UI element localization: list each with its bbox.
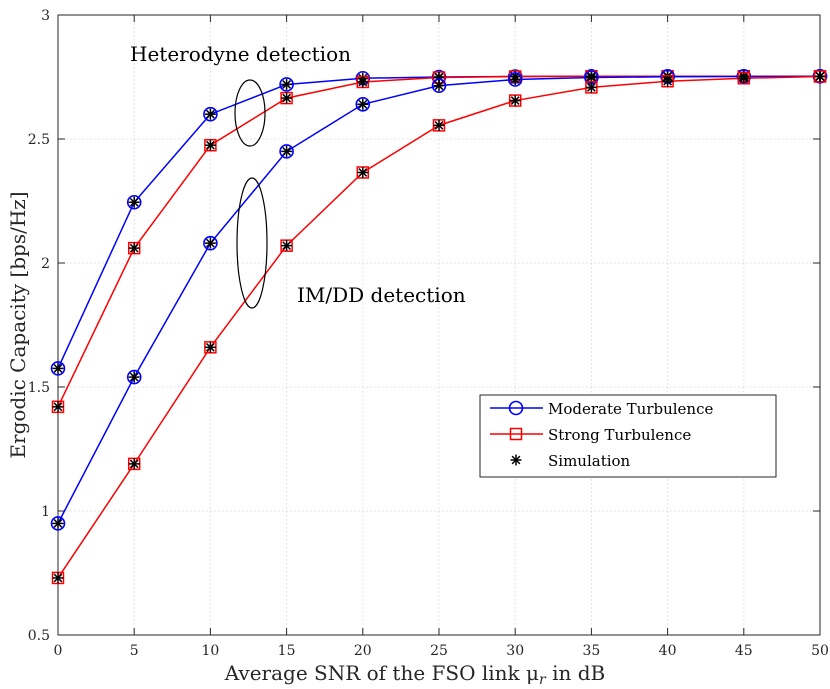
x-tick-label: 40 [659,643,677,659]
circle-marker [126,194,142,210]
asterisk-marker [585,81,597,93]
square-marker [509,427,523,441]
x-tick-label: 15 [278,643,296,659]
asterisk-marker [357,98,369,110]
asterisk-marker [509,73,521,85]
legend: Moderate Turbulence Strong Turbulence Si… [479,394,777,478]
asterisk-marker [585,71,597,83]
x-tick-label: 5 [130,643,139,659]
axes: 0 5 10 15 20 25 30 35 40 45 50 0.5 1 1.5 2 2.5 3 [28,8,829,659]
series-4 [51,70,827,585]
circle-marker [50,516,66,531]
y-tick-label: 1 [41,504,50,520]
circle-marker [279,144,294,159]
x-tick-label: 45 [735,643,753,659]
asterisk-marker [433,80,445,92]
asterisk-marker [204,108,216,120]
asterisk-marker [281,92,293,104]
x-tick-label: 10 [201,643,219,659]
y-tick-label: 3 [41,8,50,24]
annotation-imdd-ellipse [236,177,268,309]
asterisk-marker [510,454,522,466]
y-tick-label: 2 [41,256,50,272]
asterisk-marker [204,237,216,249]
asterisk-marker [433,119,445,131]
x-tick-label: 20 [354,643,372,659]
asterisk-marker [128,458,140,470]
x-tick-label: 35 [582,643,600,659]
y-tick-label: 0.5 [28,628,50,644]
circle-marker [126,369,142,385]
circle-marker [508,400,524,416]
circle-marker [431,78,447,93]
asterisk-marker [814,71,826,83]
asterisk-marker [281,145,293,157]
circle-marker [355,96,371,112]
asterisk-marker [52,517,64,529]
x-tick-label: 25 [430,643,448,659]
grid [58,15,820,635]
asterisk-marker [204,139,216,151]
x-tick-label: 50 [811,643,829,659]
asterisk-marker [128,371,140,383]
legend-label-simulation: Simulation [548,452,631,470]
x-tick-label: 0 [54,643,63,659]
circle-marker [203,106,218,122]
legend-label-moderate: Moderate Turbulence [548,400,713,418]
asterisk-marker [52,401,64,413]
series [50,68,828,585]
asterisk-marker [509,95,521,107]
asterisk-marker [738,72,750,84]
asterisk-marker [52,572,64,584]
annotation-imdd: IM/DD detection [297,283,466,307]
x-axis-title: Average SNR of the FSO link μr in dB [224,661,605,688]
x-tick-label: 30 [506,643,524,659]
asterisk-marker [128,196,140,208]
annotation-heterodyne: Heterodyne detection [130,42,351,66]
asterisk-marker [357,76,369,88]
asterisk-marker [128,242,140,254]
circle-marker [203,235,218,251]
asterisk-marker [52,362,64,374]
annotation-heterodyne-ellipse [234,79,266,147]
y-axis-title: Ergodic Capacity [bps/Hz] [6,191,30,458]
y-tick-label: 2.5 [28,132,50,148]
asterisk-marker [281,78,293,90]
asterisk-marker [357,166,369,178]
y-tick-label: 1.5 [28,380,50,396]
circle-marker [279,77,294,92]
asterisk-marker [662,75,674,87]
circle-marker [50,361,66,376]
circle-marker [507,72,523,87]
legend-label-strong: Strong Turbulence [548,426,691,444]
asterisk-marker [204,341,216,353]
asterisk-marker [281,240,293,252]
